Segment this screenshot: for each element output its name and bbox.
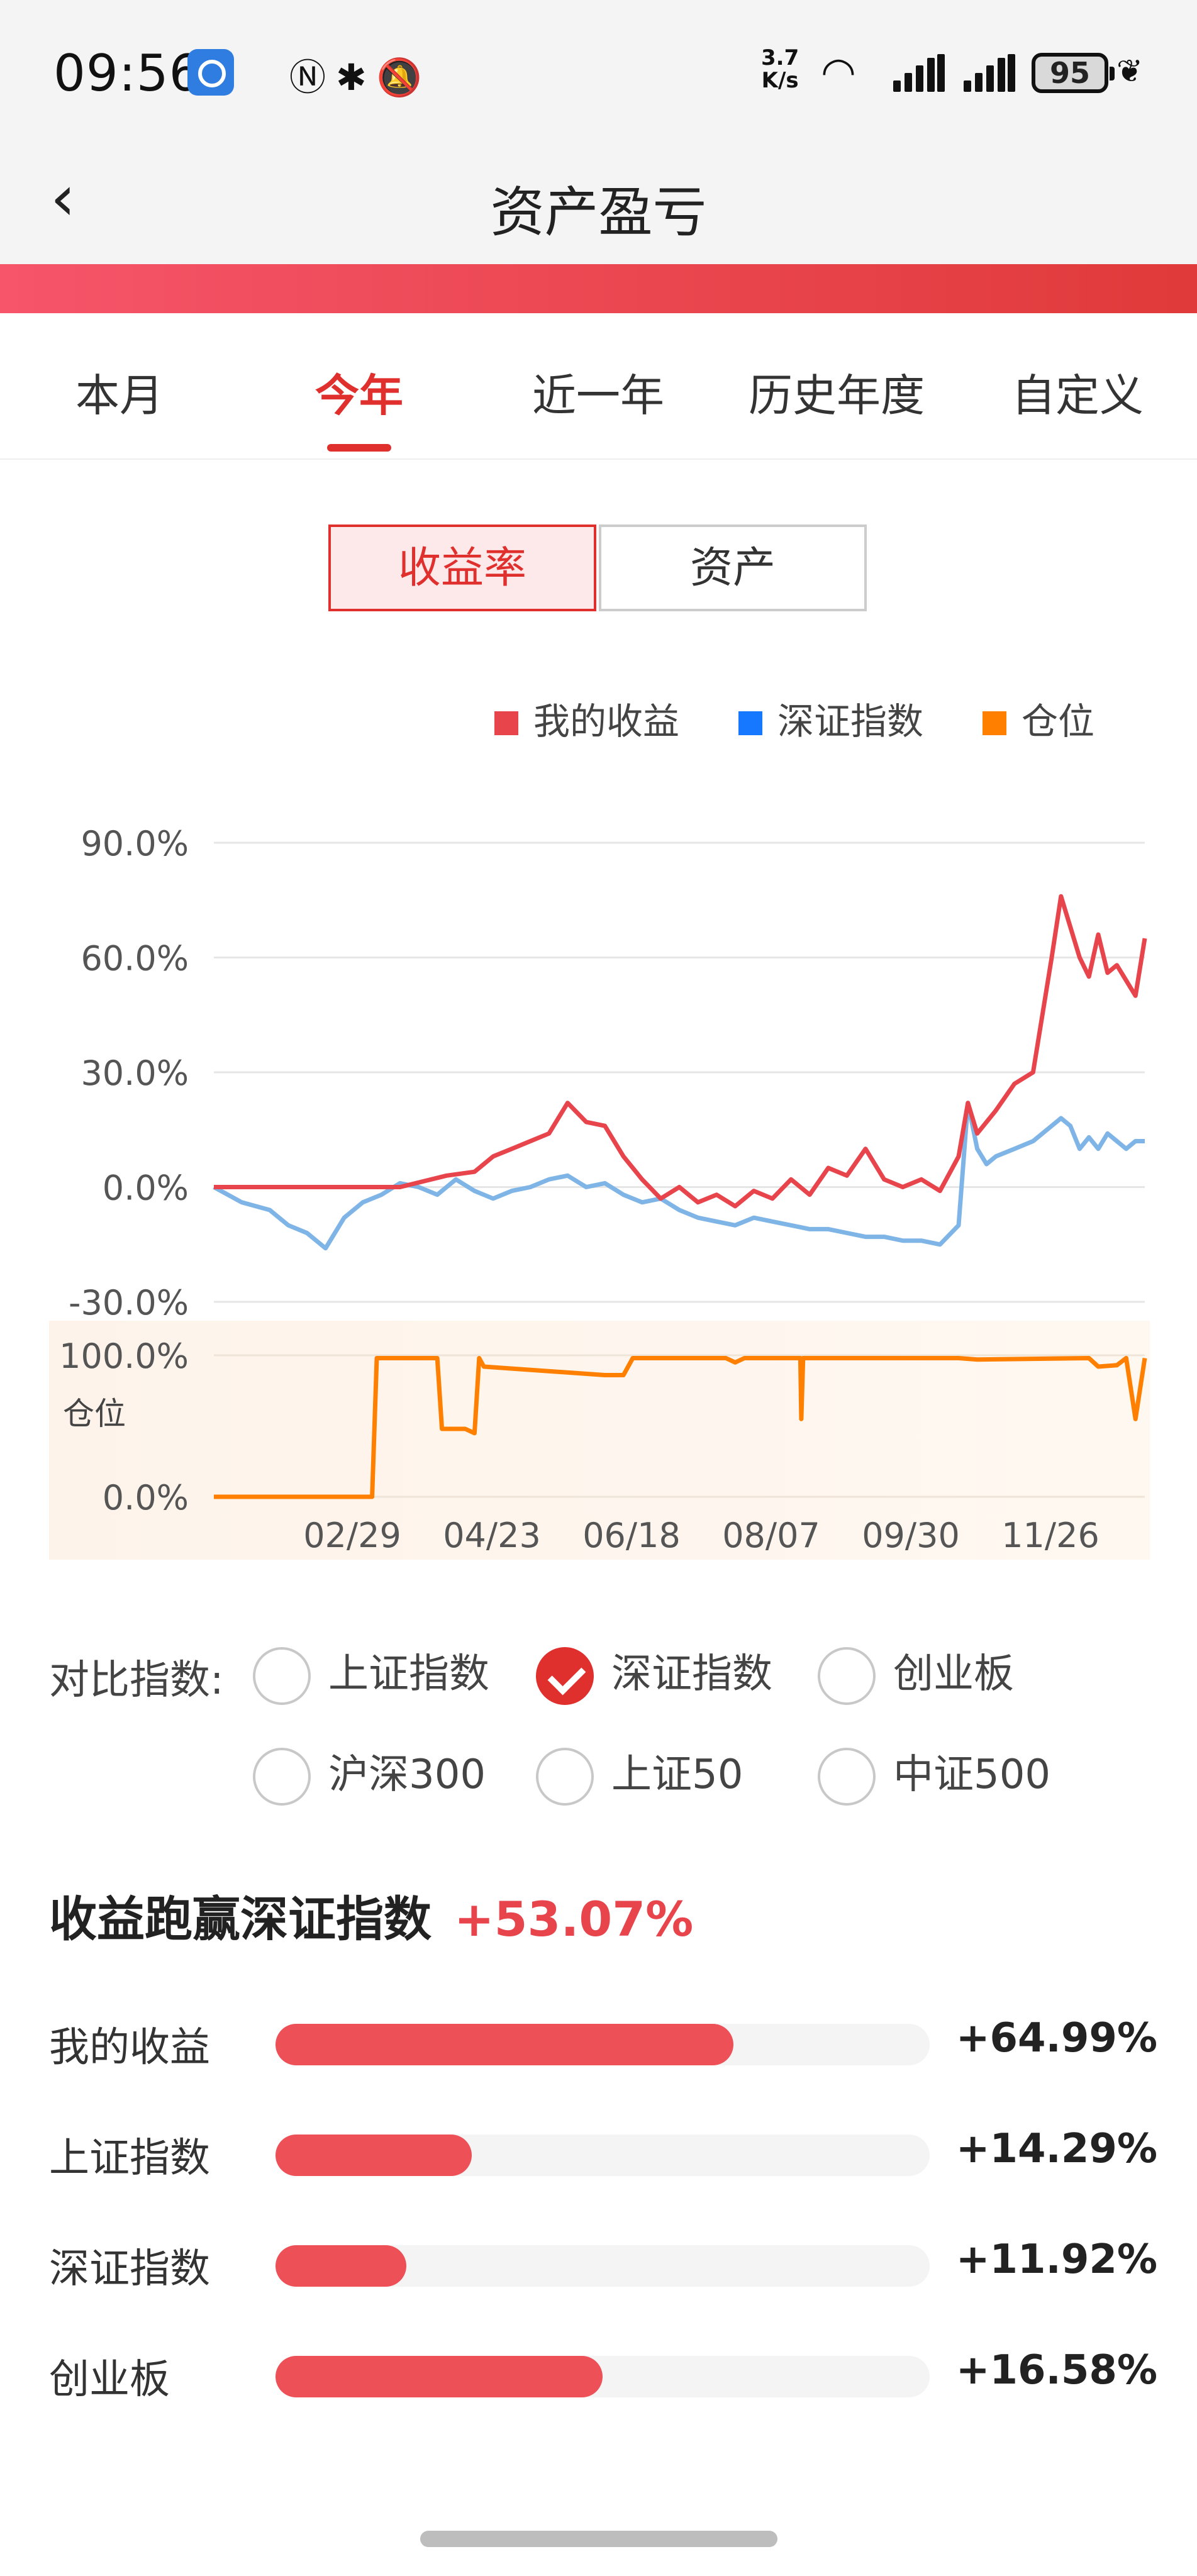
legend-swatch xyxy=(494,711,518,735)
legend-label: 我的收益 xyxy=(533,700,680,743)
compare-option-szse-index[interactable]: 深证指数 xyxy=(536,1641,772,1706)
radio-unchecked-icon[interactable] xyxy=(253,1748,311,1806)
legend-swatch xyxy=(738,711,762,735)
legend-item-my-return: 我的收益 xyxy=(494,692,679,745)
series-line xyxy=(214,1356,1147,1499)
compare-option-csi500[interactable]: 中证500 xyxy=(818,1742,1050,1806)
radio-unchecked-icon[interactable] xyxy=(536,1748,594,1806)
radio-unchecked-icon[interactable] xyxy=(253,1647,311,1706)
header-accent-band xyxy=(0,264,1197,313)
legend-item-position: 仓位 xyxy=(983,692,1094,745)
tab-last-year[interactable]: 近一年 xyxy=(532,370,664,421)
compare-option-chinext[interactable]: 创业板 xyxy=(818,1641,1014,1706)
outperform-label: 收益跑赢深证指数 xyxy=(49,1891,431,1947)
y-tick-label: 60.0% xyxy=(81,939,189,979)
tab-active-indicator xyxy=(327,444,391,452)
page-title: 资产盈亏 xyxy=(490,181,707,244)
y-tick-label: 0.0% xyxy=(103,1478,189,1518)
segment-return-rate[interactable]: 收益率 xyxy=(328,525,596,611)
bar-label: 创业板 xyxy=(49,2357,170,2403)
outperform-summary: 收益跑赢深证指数 +53.07% xyxy=(49,1880,693,1950)
signal-icon xyxy=(964,54,1015,92)
bar-fill xyxy=(276,2245,406,2287)
net-speed-unit: K/s xyxy=(761,68,799,93)
chevron-left-icon[interactable]: ‹ xyxy=(50,161,75,235)
tab-this-month[interactable]: 本月 xyxy=(75,370,164,421)
x-tick-label: 08/07 xyxy=(722,1516,820,1555)
bar-track xyxy=(276,2024,930,2065)
compare-option-label: 上证50 xyxy=(611,1752,743,1798)
bar-track xyxy=(276,2135,930,2176)
leaf-icon: ❦ xyxy=(1116,53,1143,89)
segment-assets[interactable]: 资产 xyxy=(599,525,867,611)
x-tick-label: 06/18 xyxy=(582,1516,681,1555)
x-tick-label: 04/23 xyxy=(443,1516,541,1555)
wifi-icon: ◠ xyxy=(821,49,856,96)
compare-label: 对比指数: xyxy=(49,1657,224,1704)
x-tick-label: 02/29 xyxy=(303,1516,401,1555)
nfc-icon: Ⓝ xyxy=(289,56,337,99)
outperform-value: +53.07% xyxy=(454,1891,694,1947)
tab-custom[interactable]: 自定义 xyxy=(1011,370,1144,421)
app-notification-icon xyxy=(187,49,234,96)
bar-fill xyxy=(276,2024,733,2065)
radio-unchecked-icon[interactable] xyxy=(818,1647,876,1706)
page-header: ‹ 资产盈亏 xyxy=(0,142,1197,264)
bar-row-chinext: 创业板 +16.58% xyxy=(49,2342,1169,2403)
y-tick-label: 0.0% xyxy=(103,1169,189,1208)
compare-option-sse50[interactable]: 上证50 xyxy=(536,1742,743,1806)
compare-option-csi300[interactable]: 沪深300 xyxy=(253,1742,486,1806)
battery-level: 95 xyxy=(1049,56,1090,90)
period-tabs: 本月 今年 近一年 历史年度 自定义 xyxy=(0,313,1197,460)
status-bar: 09:56 Ⓝ✱🔕 3.7 K/s ◠ 95 ❦ xyxy=(0,0,1197,142)
y-tick-label: 100.0% xyxy=(59,1336,189,1376)
tab-history-years[interactable]: 历史年度 xyxy=(749,370,925,421)
return-chart: 90.0% 60.0% 30.0% 0.0% -30.0% 100.0% 0.0% 02/… xyxy=(49,824,1150,1560)
bar-label: 我的收益 xyxy=(49,2024,210,2071)
radio-checked-icon[interactable] xyxy=(536,1647,594,1706)
compare-option-label: 深证指数 xyxy=(611,1651,772,1697)
legend-item-szse-index: 深证指数 xyxy=(738,692,923,745)
x-tick-label: 09/30 xyxy=(862,1516,960,1555)
compare-option-label: 创业板 xyxy=(893,1651,1014,1697)
net-speed: 3.7 K/s xyxy=(761,47,799,92)
home-indicator[interactable] xyxy=(420,2531,777,2547)
legend-label: 深证指数 xyxy=(777,700,924,743)
bar-track xyxy=(276,2356,930,2397)
bar-row-szse-index: 深证指数 +11.92% xyxy=(49,2231,1169,2292)
series-line xyxy=(214,894,1147,1209)
legend-label: 仓位 xyxy=(1022,700,1095,743)
bar-fill xyxy=(276,2356,603,2397)
status-time: 09:56 xyxy=(53,44,202,103)
battery-icon: 95 xyxy=(1032,53,1115,93)
series-line xyxy=(213,1101,1145,1251)
bar-label: 深证指数 xyxy=(49,2246,210,2292)
tab-this-year[interactable]: 今年 xyxy=(315,370,403,421)
y-tick-label: 90.0% xyxy=(81,824,189,863)
bar-track xyxy=(276,2245,930,2287)
compare-option-sse-index[interactable]: 上证指数 xyxy=(253,1641,489,1706)
bar-value: +16.58% xyxy=(955,2347,1157,2394)
compare-option-label: 沪深300 xyxy=(328,1752,486,1798)
legend-swatch xyxy=(983,711,1006,735)
bar-value: +11.92% xyxy=(955,2236,1157,2283)
compare-option-label: 上证指数 xyxy=(328,1651,489,1697)
status-icons-left: Ⓝ✱🔕 xyxy=(289,48,432,101)
radio-unchecked-icon[interactable] xyxy=(818,1748,876,1806)
bar-label: 上证指数 xyxy=(49,2135,210,2182)
compare-option-label: 中证500 xyxy=(893,1752,1051,1798)
bar-row-sse-index: 上证指数 +14.29% xyxy=(49,2121,1169,2182)
x-tick-label: 11/26 xyxy=(1001,1516,1100,1555)
bluetooth-battery-icon: ✱ xyxy=(336,56,377,99)
y-tick-label: -30.0% xyxy=(69,1283,189,1323)
mute-icon: 🔕 xyxy=(376,56,432,99)
bar-value: +14.29% xyxy=(955,2126,1157,2172)
bar-fill xyxy=(276,2135,472,2176)
position-axis-label: 仓位 xyxy=(63,1396,126,1432)
y-tick-label: 30.0% xyxy=(81,1053,189,1093)
net-speed-value: 3.7 xyxy=(761,45,799,70)
bar-value: +64.99% xyxy=(955,2015,1157,2062)
bar-row-my-return: 我的收益 +64.99% xyxy=(49,2010,1169,2071)
signal-icon xyxy=(893,54,945,92)
